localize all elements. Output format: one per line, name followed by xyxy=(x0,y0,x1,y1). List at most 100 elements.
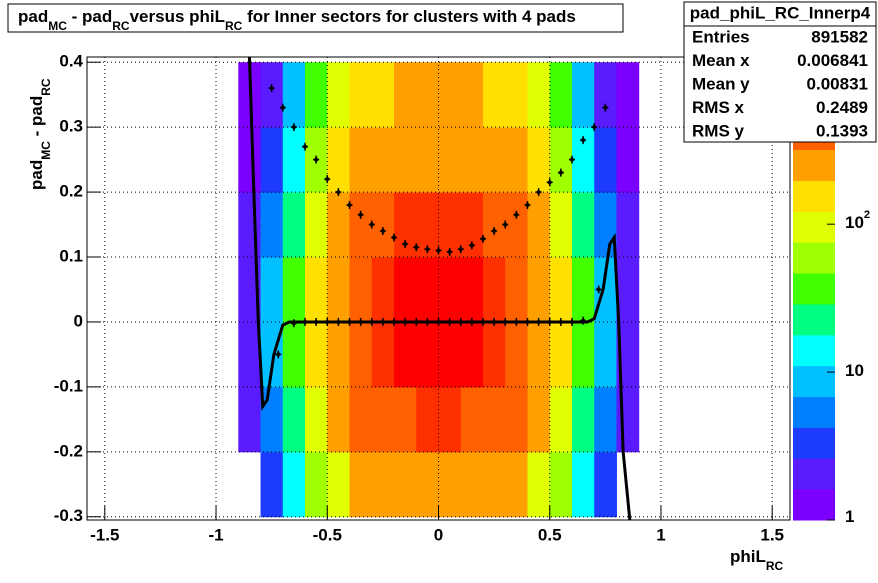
heat-cell xyxy=(438,62,462,128)
heat-cell xyxy=(349,62,373,128)
marker xyxy=(525,319,530,324)
stats-label: Mean x xyxy=(692,51,750,70)
text-part: pad xyxy=(18,7,48,26)
heat-cell xyxy=(416,386,439,453)
marker xyxy=(480,319,485,324)
profile-point xyxy=(279,103,286,112)
heat-cell xyxy=(394,62,417,128)
profile-point xyxy=(302,142,309,151)
heat-cell xyxy=(438,192,462,258)
heat-cell xyxy=(460,62,484,128)
heat-cell xyxy=(349,386,373,453)
heat-cell xyxy=(460,386,484,453)
profile-point xyxy=(424,245,431,254)
heat-cell xyxy=(594,62,617,128)
palette-swatch xyxy=(793,458,835,490)
profile-point xyxy=(602,103,609,112)
heat-cell xyxy=(505,386,528,453)
heat-cell xyxy=(349,127,373,193)
y-tick-label: 0.3 xyxy=(59,117,83,136)
heat-cell xyxy=(482,62,506,128)
x-tick-label: 0 xyxy=(434,525,443,544)
heat-cell xyxy=(482,127,506,193)
heat-cell xyxy=(549,321,573,388)
palette-swatch xyxy=(793,180,835,212)
heat-cell xyxy=(260,192,284,258)
heat-cell xyxy=(282,257,306,323)
stats-label: Entries xyxy=(692,27,750,46)
heat-cell xyxy=(327,451,351,518)
profile-point xyxy=(435,317,442,326)
marker xyxy=(492,229,497,234)
chart-title: padMC - padRCversus phiLRC for Inner sec… xyxy=(18,7,576,33)
palette-swatch xyxy=(793,303,835,336)
marker xyxy=(269,86,274,91)
heat-cell xyxy=(282,386,306,453)
grid: -1.5 -1 -0.5 0 0.5 1 1.5 -0.3 -0.2 -0.1 0 0.1 0.2 0.3… xyxy=(54,52,790,544)
heat-cell xyxy=(527,451,551,518)
heat-cell xyxy=(549,127,573,193)
y-tick-label: 0.2 xyxy=(59,182,83,201)
heat-cell xyxy=(416,257,439,323)
marker xyxy=(436,248,441,253)
profile-point xyxy=(557,317,564,326)
profile-point xyxy=(502,317,509,326)
heat-cell xyxy=(349,192,373,258)
marker xyxy=(558,319,563,324)
heat-cell xyxy=(571,321,595,388)
heat-cell xyxy=(394,451,417,518)
x-tick-label: 1.5 xyxy=(760,525,784,544)
profile-point xyxy=(568,155,575,164)
profile-point xyxy=(357,210,364,219)
marker xyxy=(469,243,474,248)
heat-cell xyxy=(327,192,351,258)
profile-point xyxy=(324,175,331,184)
marker xyxy=(425,247,430,252)
heat-cell xyxy=(349,257,373,323)
x-tick-label: -1 xyxy=(208,525,223,544)
heat-cell xyxy=(305,451,328,518)
heat-cell xyxy=(260,127,284,193)
profile-point xyxy=(546,317,553,326)
marker xyxy=(569,319,574,324)
subscript: RC xyxy=(39,78,53,96)
heat-cell xyxy=(394,257,417,323)
y-axis-label: padMC - padRC xyxy=(27,78,53,190)
heat-cell xyxy=(460,451,484,518)
heat-cell xyxy=(594,451,617,518)
stats-value: 0.2489 xyxy=(816,98,868,117)
y-tick-label: -0.1 xyxy=(54,376,83,395)
subscript: MC xyxy=(39,141,53,160)
heat-cell xyxy=(594,257,617,323)
marker xyxy=(603,105,608,110)
marker xyxy=(325,177,330,182)
marker xyxy=(291,321,296,326)
marker xyxy=(280,105,285,110)
marker xyxy=(303,319,308,324)
marker xyxy=(581,318,586,323)
profile-point xyxy=(557,168,564,177)
heat-cell xyxy=(549,192,573,258)
marker xyxy=(369,319,374,324)
marker xyxy=(325,319,330,324)
x-axis-label: phiLRC xyxy=(730,547,784,573)
text-part: - pad xyxy=(27,96,46,141)
heat-cell xyxy=(594,321,617,388)
x-tick-label: 1 xyxy=(656,525,665,544)
heat-cell xyxy=(505,257,528,323)
marker xyxy=(403,242,408,247)
heat-cell xyxy=(282,192,306,258)
profile-point xyxy=(379,227,386,236)
heat-cell xyxy=(571,62,595,128)
marker xyxy=(536,319,541,324)
heat-cell xyxy=(349,321,373,388)
heat-cell xyxy=(371,451,395,518)
heatmap xyxy=(238,62,640,518)
profile-point xyxy=(457,245,464,254)
heat-cell xyxy=(616,257,640,323)
palette-swatch xyxy=(793,334,835,367)
heat-cell xyxy=(394,386,417,453)
marker xyxy=(569,157,574,162)
text-part: phiL xyxy=(730,547,766,566)
